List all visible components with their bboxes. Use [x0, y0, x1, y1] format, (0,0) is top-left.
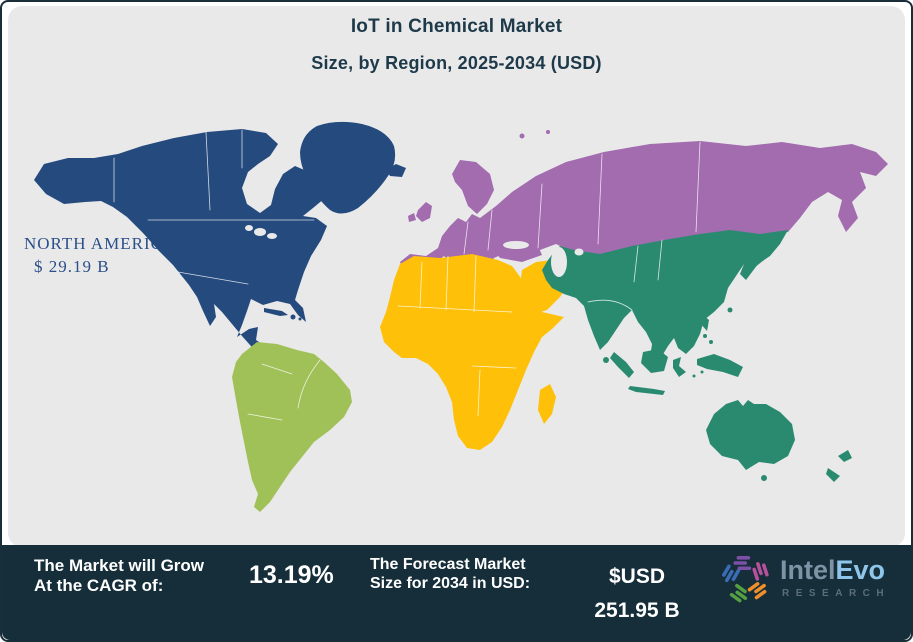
region-hispaniola	[290, 314, 296, 320]
forecast-label-line1: The Forecast Market	[370, 556, 526, 573]
region-tasmania	[761, 475, 767, 481]
forecast-label: The Forecast Market Size for 2034 in USD…	[370, 556, 530, 594]
region-new-zealand	[826, 468, 840, 482]
region-philippines	[703, 334, 707, 338]
map-region-value: $ 29.19 B	[34, 257, 110, 276]
region-north-america	[34, 129, 327, 361]
region-madagascar	[538, 384, 556, 424]
region-sulawesi	[673, 357, 686, 377]
region-philippines	[700, 314, 709, 331]
bar-chart-circle-icon	[722, 556, 769, 603]
cagr-label-line2: At the CAGR of:	[34, 576, 164, 596]
logo-text: IntelEvo RESEARCH	[780, 557, 891, 600]
footer-stat-bar: The Market will Grow At the CAGR of: 13.…	[2, 545, 911, 640]
region-moluccas	[700, 370, 704, 374]
forecast-amount: 251.95 B	[594, 598, 680, 622]
world-map: NORTH AMERICA $ 29.19 B	[2, 114, 911, 544]
forecast-label-line2: Size for 2034 in USD:	[370, 574, 531, 592]
region-iceland	[386, 164, 406, 177]
region-sumatra	[610, 352, 634, 378]
logo-name-part2: Evo	[835, 555, 886, 585]
forecast-currency: $USD	[608, 565, 666, 588]
black-sea	[503, 241, 529, 249]
great-lakes	[245, 225, 253, 231]
logo-name: IntelEvo	[780, 557, 890, 584]
cagr-label-line1: The Market will Grow	[34, 556, 205, 575]
region-south-america	[232, 342, 352, 512]
intelevo-logo: IntelEvo RESEARCH	[722, 555, 890, 603]
logo-subtitle: RESEARCH	[782, 588, 891, 599]
region-svalbard	[546, 130, 550, 134]
region-sri-lanka	[603, 357, 609, 363]
map-region-label: NORTH AMERICA	[24, 234, 176, 253]
page-subtitle: Size, by Region, 2025-2034 (USD)	[311, 53, 602, 73]
region-ireland	[408, 213, 416, 222]
forecast-value: $USD 251.95 B	[577, 565, 697, 624]
region-taiwan	[727, 307, 733, 313]
region-new-zealand	[838, 450, 852, 462]
region-borneo	[641, 349, 668, 373]
region-java	[628, 386, 665, 395]
region-africa	[380, 254, 564, 450]
caspian-sea	[551, 247, 567, 277]
region-australia	[706, 400, 795, 470]
region-group-asia-pacific	[542, 230, 852, 482]
region-turkey	[494, 244, 542, 262]
cagr-value: 13.19%	[249, 561, 334, 589]
header: IoT in Chemical Market Size, by Region, …	[2, 16, 911, 74]
region-scandinavia	[452, 160, 494, 214]
region-new-guinea	[697, 354, 743, 377]
country-borders	[113, 129, 701, 421]
aral-sea	[574, 248, 584, 256]
region-svalbard	[519, 133, 525, 139]
region-puerto-rico	[298, 317, 302, 321]
region-japan	[749, 240, 770, 268]
region-moluccas	[692, 374, 696, 378]
region-philippines	[709, 340, 713, 344]
logo-name-part1: Intel	[780, 555, 836, 585]
region-uk	[416, 202, 432, 222]
region-asia	[542, 230, 788, 366]
page-title: IoT in Chemical Market	[350, 16, 563, 37]
region-greenland	[300, 121, 396, 214]
region-cuba	[264, 308, 288, 316]
great-lakes	[267, 233, 277, 239]
cagr-label: The Market will Grow At the CAGR of:	[34, 556, 204, 596]
great-lakes	[254, 228, 266, 236]
region-group-north-america	[34, 121, 406, 361]
